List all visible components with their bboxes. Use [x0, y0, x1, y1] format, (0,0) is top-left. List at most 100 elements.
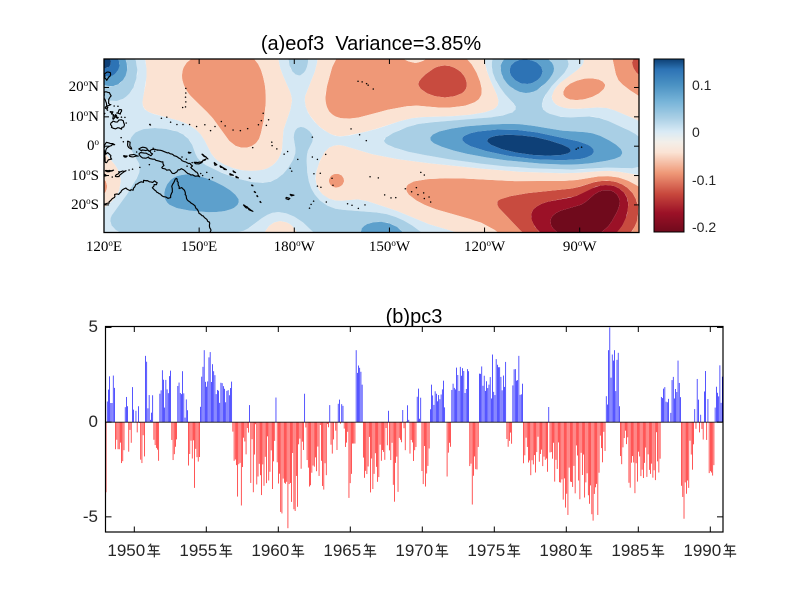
- pc-bar-negative: [352, 422, 353, 444]
- pc-bar-positive: [132, 387, 133, 423]
- pc-bar-negative: [584, 422, 586, 498]
- pc-bar-negative: [390, 422, 392, 461]
- island-dot: [423, 197, 426, 200]
- pc-bar-negative: [711, 422, 712, 473]
- map-lon-label: 120oW: [463, 238, 506, 255]
- pc-bar-negative: [602, 422, 603, 463]
- pc-bar-negative: [243, 422, 244, 438]
- map-title: (a)eof3 Variance=3.85%: [260, 33, 482, 55]
- nian-year-glyph: [650, 543, 665, 558]
- pc-bar-negative: [511, 422, 513, 444]
- contour-band: [104, 59, 571, 156]
- island-dot: [188, 123, 191, 126]
- pc-bar-positive: [230, 388, 231, 423]
- pc-bar-positive: [126, 396, 127, 423]
- island-dot: [575, 148, 577, 150]
- pc-bar-negative: [559, 422, 560, 483]
- pc-bar-negative: [506, 422, 508, 440]
- nian-glyph-use: [363, 543, 376, 557]
- pc-bar-negative: [325, 422, 327, 476]
- pc-bar-negative: [688, 422, 690, 488]
- contour-band: [104, 59, 639, 233]
- pc-bar-negative: [535, 422, 536, 473]
- pc-bar-negative: [268, 422, 270, 481]
- pc-bar-positive: [548, 407, 550, 423]
- coastline: [116, 117, 118, 118]
- pc-bar-positive: [676, 392, 678, 423]
- pc-bar-negative: [316, 422, 317, 472]
- pc-bar-positive: [231, 381, 233, 423]
- nian-year-glyph: [434, 543, 449, 558]
- island-dot: [422, 192, 425, 194]
- pc-bar-negative: [251, 422, 253, 440]
- pc-bar-negative: [653, 422, 655, 471]
- pc-bar-negative: [409, 422, 411, 454]
- pc-bar-negative: [659, 422, 661, 459]
- degree-superscript: o: [86, 166, 91, 177]
- island-dot: [331, 177, 333, 179]
- pc-bar-negative: [288, 422, 290, 485]
- pc-bar-negative: [379, 422, 381, 445]
- pc-bar-positive: [465, 389, 467, 423]
- pc-bar-negative: [646, 422, 648, 477]
- pc-x-label: 1965: [323, 541, 377, 561]
- island-dot: [113, 105, 115, 107]
- pc-bar-positive: [516, 380, 517, 423]
- pc-bar-negative: [309, 422, 310, 487]
- island-dot: [377, 177, 380, 179]
- pc-bar-positive: [337, 403, 339, 423]
- pc-axes-frame: [104, 325, 724, 533]
- pc-bar-positive: [357, 372, 358, 423]
- pc-bar-positive: [205, 381, 206, 423]
- pc-bar-positive: [705, 371, 706, 423]
- pc-bar-negative: [281, 422, 283, 514]
- pc-bar-positive: [304, 393, 306, 423]
- island-dot: [283, 153, 285, 155]
- island-dot: [308, 207, 311, 209]
- pc-bar-positive: [700, 414, 702, 423]
- pc-bar-negative: [273, 422, 274, 462]
- pc-bar-positive: [437, 401, 438, 423]
- pc-bar-negative: [267, 422, 268, 437]
- pc-bar-negative: [141, 422, 143, 464]
- pc-bar-positive: [459, 366, 461, 423]
- island-dot: [201, 174, 204, 177]
- pc-bar-positive: [187, 410, 188, 423]
- pc-bar-positive: [518, 355, 520, 423]
- pc-bar-negative: [136, 422, 138, 433]
- pc-bar-positive: [147, 408, 149, 423]
- pc-bar-positive: [219, 402, 221, 423]
- pc-bar-positive: [124, 407, 126, 423]
- pc-bar-negative: [415, 422, 417, 447]
- pc-bar-negative: [385, 422, 387, 429]
- island-dot: [290, 170, 293, 172]
- pc-bar-negative: [153, 422, 155, 440]
- pc-bar-negative: [391, 422, 393, 443]
- pc-bar-negative: [540, 422, 541, 454]
- pc-bar-negative: [236, 422, 237, 466]
- pc-bar-negative: [269, 422, 271, 472]
- pc-bar-negative: [555, 422, 557, 460]
- pc-bar-negative: [683, 422, 685, 519]
- coastline: [214, 162, 217, 165]
- colorbar-gradient: [653, 58, 685, 233]
- island-dot: [232, 129, 234, 131]
- pc-bar-negative: [279, 422, 280, 474]
- pc-bar-positive: [452, 383, 454, 423]
- pc-bar-positive: [519, 394, 521, 423]
- island-dot: [204, 124, 206, 126]
- pc-bar-negative: [354, 422, 356, 444]
- pc-bar-negative: [547, 422, 548, 472]
- pc-bar-positive: [613, 360, 614, 423]
- degree-superscript: o: [83, 107, 89, 118]
- pc-bar-negative: [246, 422, 248, 429]
- island-dot: [185, 87, 187, 90]
- coastline: [139, 147, 200, 177]
- pc-bar-negative: [365, 422, 367, 471]
- pc-bar-negative: [652, 422, 654, 478]
- coastline: [194, 159, 206, 164]
- pc-bar-negative: [625, 422, 626, 431]
- pc-x-label: 1990: [683, 541, 737, 561]
- pc-bar-negative: [248, 422, 249, 433]
- pc-bar-negative: [400, 422, 401, 440]
